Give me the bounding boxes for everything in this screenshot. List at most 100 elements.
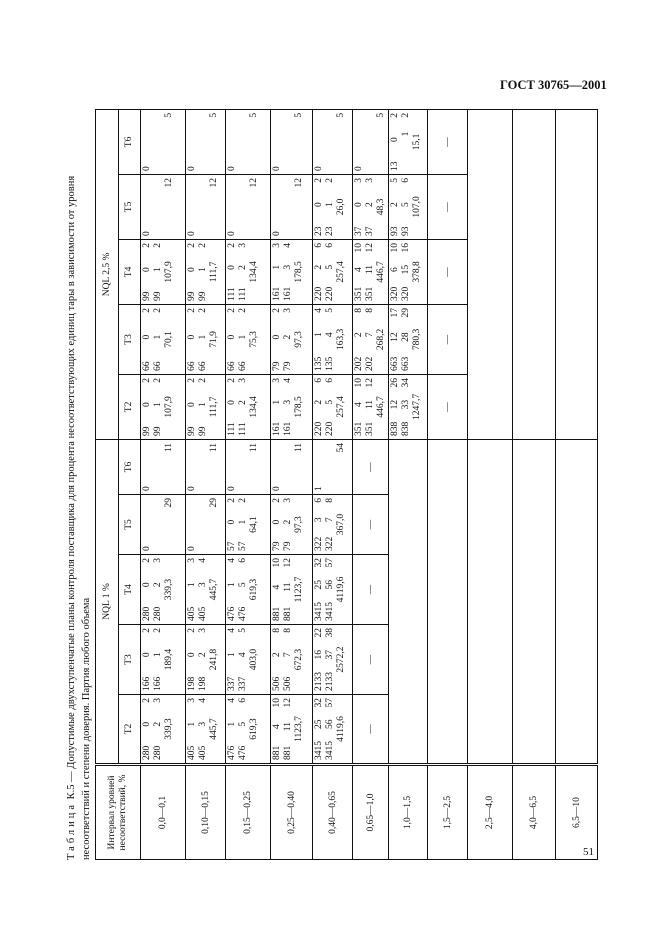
plan-cell-nql25-t5: 23 0 2 23 1 2 26,0 [312, 174, 353, 240]
plan-line: 476 5 6 [238, 558, 248, 621]
plan-line: 337 4 5 [238, 628, 248, 691]
plan-cell-nql1-t2: 280 0 2 280 2 3 339,3 [140, 694, 186, 765]
plan-cell-nql1-t5: 79 0 2 79 2 3 97,3 [270, 494, 313, 555]
plan-line: 57 0 2 [227, 498, 237, 551]
asn-value: 5 [294, 112, 304, 118]
plan-cell-nql25-t4: 320 6 10 320 15 16 378,8 [388, 239, 428, 305]
plan-cell-nql1-t6: 0 11 [140, 439, 186, 495]
plan-line: 166 1 2 [153, 628, 163, 691]
nql25-empty-cell [555, 109, 598, 440]
plan-line: 161 3 4 [283, 377, 293, 436]
plan-cell-nql25-t3: 66 0 2 66 1 2 75,3 [225, 304, 271, 375]
nql25-empty-cell [512, 109, 556, 440]
plan-line: 351 4 10 [354, 377, 364, 436]
asn-value: 780,3 [412, 328, 422, 351]
table-row: 0,15—0,25 476 1 4 476 5 6 619,3 337 1 4 337 4 5 403,0 4… [225, 109, 271, 860]
plan-line: 66 1 2 [198, 307, 208, 371]
plan-line [283, 178, 294, 236]
asn-value: 1247,7 [412, 393, 422, 420]
interval-cell: 2,5—4,0 [467, 764, 513, 860]
plan-line: 161 3 4 [283, 242, 293, 301]
plan-line: 881 4 10 [272, 558, 282, 621]
plan-line: 220 2 6 [314, 377, 324, 436]
plan-cell-nql25-t6: 13 0 2 1 2 15,1 [388, 109, 428, 175]
plan-cell-nql1-t2: 881 4 10 881 11 12 1123,7 [270, 694, 313, 765]
asn-value: 619,3 [249, 718, 259, 740]
plan-cell-nql1-t5: 322 3 6 322 7 8 367,0 [312, 494, 353, 555]
asn-value: 48,3 [376, 198, 386, 216]
plan-cell-nql25-t3: 66 0 2 66 1 2 71,9 [185, 304, 226, 375]
asn-value: 378,8 [412, 261, 422, 283]
asn-value: 446,7 [376, 396, 386, 418]
plan-line: 0 [272, 166, 282, 171]
interval-cell: 4,0—6,5 [512, 764, 556, 860]
plan-line: 99 0 2 [187, 242, 197, 301]
plan-line: 135 1 4 [314, 307, 324, 371]
plan-cell-nql1-t6: — [352, 439, 389, 495]
table-row: 0,40—0,65 3415 25 32 3415 56 57 4119,6 2133 16 22 2… [312, 109, 353, 860]
table-row: 0,25—0,40 881 4 10 881 11 12 1123,7 506 2 8 506 7 8 67… [270, 109, 313, 860]
plan-line: 0 [142, 486, 152, 491]
plan-line: 198 2 3 [198, 628, 208, 691]
plan-line [198, 498, 209, 551]
plan-cell-nql1-t3: 166 0 2 166 1 2 189,4 [140, 624, 186, 695]
plan-cell-nql1-t4: 881 4 10 881 11 12 1123,7 [270, 554, 313, 625]
plan-line: 166 0 2 [142, 628, 152, 691]
plan-cell-nql25-t5: 0 12 [270, 174, 313, 240]
plan-line: 93 5 6 [401, 177, 411, 236]
asn-value: 178,5 [294, 396, 304, 418]
plan-line [238, 113, 249, 171]
plan-line [365, 113, 376, 171]
table-row: 0,0—0,1 280 0 2 280 2 3 339,3 166 0 2 166 1 2 189,4 280… [140, 109, 186, 860]
asn-value: 12 [209, 177, 219, 188]
plan-line: 79 2 3 [283, 307, 293, 371]
plan-line: 663 12 17 [390, 307, 400, 371]
asn-value: 134,4 [249, 261, 259, 283]
table-caption: Таблица К.5 — Допустимые двухступенчатые… [64, 100, 94, 860]
plan-line: 66 1 2 [238, 307, 248, 371]
plan-cell-nql1-t2: 476 1 4 476 5 6 619,3 [225, 694, 271, 765]
plan-cell-nql25-t3: — [427, 304, 468, 375]
plan-line: 220 5 6 [325, 377, 335, 436]
asn-value: 189,4 [164, 648, 174, 671]
plan-line: 351 11 12 [365, 377, 375, 436]
plan-cell-nql1-t6: 0 11 [225, 439, 271, 495]
plan-cell-nql1-t5: 0 29 [185, 494, 226, 555]
plan-cell-nql25-t4: — [427, 239, 468, 305]
interval-cell: 0,15—0,25 [225, 764, 271, 860]
plan-line [153, 113, 164, 171]
plan-line: 111 0 2 [227, 377, 237, 436]
column-header-t3: T3 [118, 624, 141, 695]
asn-value: 107,9 [164, 396, 174, 418]
plan-cell-nql25-t4: 99 0 2 99 1 2 107,9 [140, 239, 186, 305]
asn-value: 367,0 [336, 513, 346, 536]
group-header-nql1: NQL 1 % [95, 439, 119, 765]
plan-line: 838 33 34 [401, 377, 411, 436]
interval-header: Интервал уровней несоответствий, % [95, 764, 141, 860]
plan-line: 0 [187, 166, 197, 171]
plan-line [325, 443, 336, 491]
table-row: 6,5—10 [555, 109, 598, 860]
table-row: 1,0—1,5 838 12 26 838 33 34 1247,7 663 12 17 663 28 2… [388, 109, 428, 860]
plan-line: 351 4 10 [354, 242, 364, 301]
plan-line: 66 0 2 [142, 307, 152, 371]
asn-value: 11 [164, 442, 174, 453]
plan-line: 79 0 2 [272, 307, 282, 371]
plan-line: 0 [142, 166, 152, 171]
plan-line [283, 113, 294, 171]
column-header-t5: T5 [118, 174, 141, 240]
asn-value: 12 [249, 177, 259, 188]
asn-value: 5 [249, 112, 259, 118]
caption-label: Таблица [66, 801, 77, 860]
plan-line: 881 4 10 [272, 698, 282, 760]
plan-line: 351 11 12 [365, 242, 375, 301]
asn-value: 12 [294, 177, 304, 188]
plan-line: 280 0 2 [142, 698, 152, 760]
asn-value: 15,1 [412, 133, 422, 151]
plan-line: 0 [227, 231, 237, 236]
plan-line: 99 1 2 [153, 242, 163, 301]
column-header-t5: T5 [118, 494, 141, 555]
